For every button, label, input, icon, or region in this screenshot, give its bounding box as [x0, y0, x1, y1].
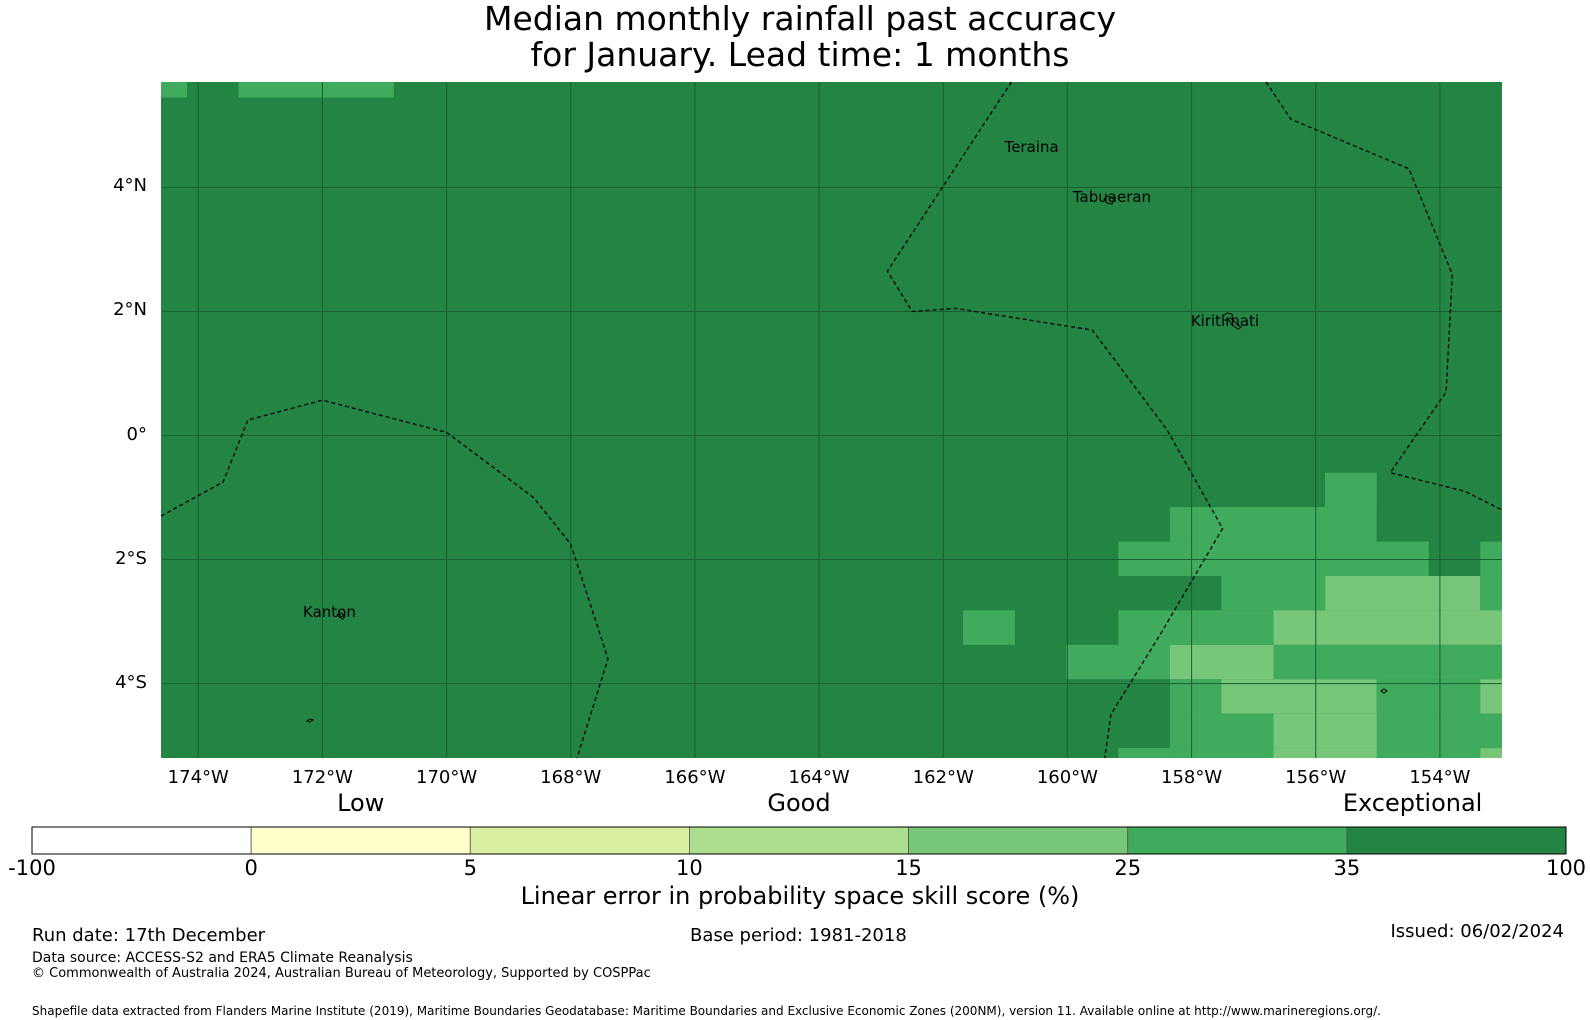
colorbar-tick-label: 5	[463, 856, 477, 880]
skill-cell	[1169, 644, 1274, 680]
island-outline-kanton	[336, 612, 346, 620]
lon-tick-label: 160°W	[1036, 767, 1098, 788]
eez-boundary-line	[1265, 81, 1503, 511]
island-outline-small	[1380, 688, 1388, 694]
colorbar-category-good: Good	[767, 789, 831, 817]
skill-cell	[1273, 748, 1378, 758]
colorbar-tick-label: 35	[1333, 856, 1361, 880]
skill-cell	[1118, 748, 1171, 758]
island-outline-small	[305, 718, 315, 723]
island-outlines	[305, 195, 1388, 723]
skill-cell	[1273, 644, 1502, 680]
skill-cell	[1118, 541, 1429, 576]
chart-title-line-1: Median monthly rainfall past accuracy	[483, 0, 1117, 38]
colorbar-bin	[908, 826, 1129, 855]
skill-cell	[1480, 575, 1502, 611]
skill-cell	[1273, 610, 1502, 645]
skill-cell	[1376, 748, 1481, 758]
colorbar-label: Linear error in probability space skill …	[520, 882, 1080, 910]
colorbar-frame	[31, 826, 1567, 855]
skill-cell	[1376, 679, 1481, 714]
chart-title-line-2: for January. Lead time: 1 months	[530, 35, 1070, 74]
eez-boundaries	[160, 81, 1503, 759]
shapefile-credit: Shapefile data extracted from Flanders M…	[32, 1004, 1381, 1018]
graticule	[161, 82, 1502, 758]
place-label-teraina: Teraina	[1004, 138, 1059, 157]
colorbar-category-exceptional: Exceptional	[1342, 789, 1483, 817]
lat-tick-label: 2°S	[115, 547, 147, 569]
skill-cell	[1273, 713, 1378, 749]
skill-cell	[1480, 748, 1502, 758]
skill-cell	[1221, 679, 1377, 714]
colorbar-tick-label: 15	[895, 856, 922, 880]
skill-cell	[1169, 748, 1274, 758]
skill-cell	[1221, 575, 1326, 611]
skill-cell	[1169, 507, 1377, 542]
data-source: Data source: ACCESS-S2 and ERA5 Climate …	[32, 950, 413, 966]
island-outline-tabuaeran	[1103, 195, 1115, 205]
colorbar-tick-label: 0	[244, 856, 258, 880]
base-period: Base period: 1981-2018	[690, 925, 907, 946]
colorbar-bin	[1127, 826, 1348, 855]
colorbar-bin	[689, 826, 909, 855]
colorbar-bin	[250, 826, 471, 855]
colorbar-bin	[1346, 826, 1567, 855]
colorbar-bin	[469, 826, 690, 855]
skill-cell	[963, 610, 1015, 645]
lon-tick-label: 166°W	[664, 767, 726, 788]
lon-tick-label: 158°W	[1161, 767, 1223, 788]
skill-cell	[1169, 713, 1274, 749]
run-date: Run date: 17th December	[32, 925, 266, 946]
place-label-kanton: Kanton	[303, 603, 356, 622]
place-label-kiritimati: Kiritimati	[1190, 311, 1260, 330]
eez-boundary-line	[160, 399, 609, 759]
lat-tick-label: 4°S	[115, 671, 147, 693]
island-outline-kiritimati	[1222, 312, 1242, 330]
lon-tick-label: 162°W	[912, 767, 974, 788]
skill-cell	[1118, 610, 1274, 645]
lat-tick-label: 2°N	[113, 299, 147, 321]
place-label-tabuaeran: Tabuaeran	[1072, 187, 1152, 206]
colorbar-category-low: Low	[337, 789, 385, 817]
colorbar-bin	[31, 826, 252, 855]
colorbar-tick-label: 100	[1545, 856, 1587, 880]
colorbar-tick-label: 10	[676, 856, 703, 880]
skill-cell	[161, 82, 188, 98]
lon-tick-label: 154°W	[1409, 767, 1471, 788]
skill-cell	[238, 82, 394, 98]
issued-date: Issued: 06/02/2024	[1390, 921, 1564, 942]
colorbar-tick-label: -100	[8, 856, 56, 880]
skill-cells	[161, 82, 1502, 758]
skill-cell	[1325, 472, 1377, 508]
lon-tick-label: 164°W	[788, 767, 850, 788]
colorbar-tick-label: 25	[1114, 856, 1142, 880]
skill-cell	[1169, 679, 1222, 714]
lon-tick-label: 156°W	[1285, 767, 1347, 788]
lon-tick-label: 174°W	[167, 767, 229, 788]
lat-tick-label: 0°	[126, 423, 147, 445]
skill-cell	[1480, 679, 1502, 714]
eez-boundary-line	[886, 81, 1224, 759]
skill-cell	[1325, 575, 1481, 611]
lon-tick-label: 170°W	[416, 767, 478, 788]
lat-tick-label: 4°N	[113, 175, 147, 197]
copyright: © Commonwealth of Australia 2024, Austra…	[32, 966, 651, 981]
lon-tick-label: 172°W	[291, 767, 353, 788]
skill-cell	[1066, 644, 1170, 680]
skill-cell	[1376, 713, 1502, 749]
skill-cell	[1480, 541, 1502, 576]
lon-tick-label: 168°W	[540, 767, 602, 788]
